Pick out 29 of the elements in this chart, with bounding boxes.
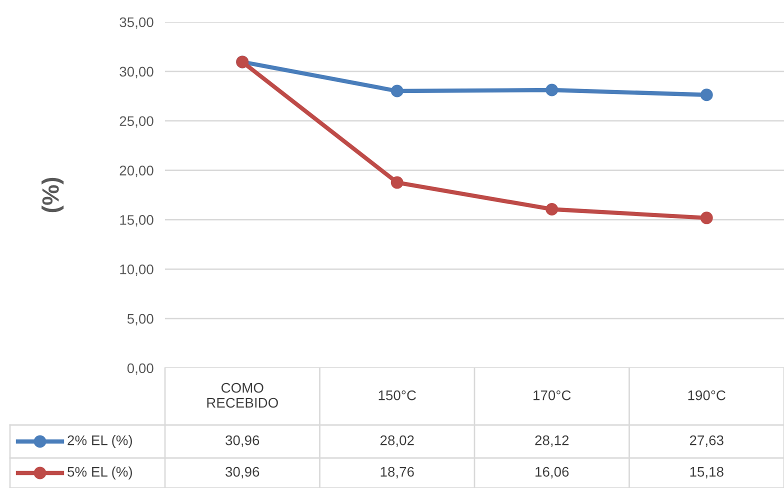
data-label: 16,06	[536, 466, 569, 478]
y-axis-title: (%)	[42, 178, 64, 212]
data-label: 28,02	[380, 435, 414, 447]
legend-label: 5% EL (%)	[68, 466, 132, 480]
point	[700, 212, 713, 224]
x-tick-label: 150°C	[378, 390, 416, 400]
data-label: 30,96	[226, 466, 260, 478]
y-tick-label: 20,00	[120, 166, 154, 178]
y-tick-label: 25,00	[120, 116, 154, 128]
point	[390, 176, 404, 189]
y-tick-label: 5,00	[127, 314, 154, 326]
data-label: 18,76	[380, 466, 414, 478]
data-label: 15,18	[690, 466, 724, 478]
y-tick-label: 30,00	[120, 66, 154, 78]
data-label: 28,12	[535, 435, 569, 447]
y-tick-label: 35,00	[120, 17, 154, 29]
y-tick-label: 0,00	[127, 363, 154, 375]
point	[700, 88, 713, 102]
x-tick-label: 170°C	[534, 390, 571, 400]
point	[546, 84, 558, 96]
x-tick-label: 190°C	[688, 390, 726, 400]
data-label: 27,63	[690, 435, 724, 447]
legend-label: 2% EL (%)	[68, 435, 132, 448]
point	[546, 202, 558, 216]
data-label: 30,96	[226, 435, 260, 447]
y-tick-label: 10,00	[120, 264, 154, 276]
point	[390, 84, 404, 98]
y-tick-label: 15,00	[120, 215, 154, 227]
x-tick-label: COMO RECEBIDO	[207, 382, 278, 408]
